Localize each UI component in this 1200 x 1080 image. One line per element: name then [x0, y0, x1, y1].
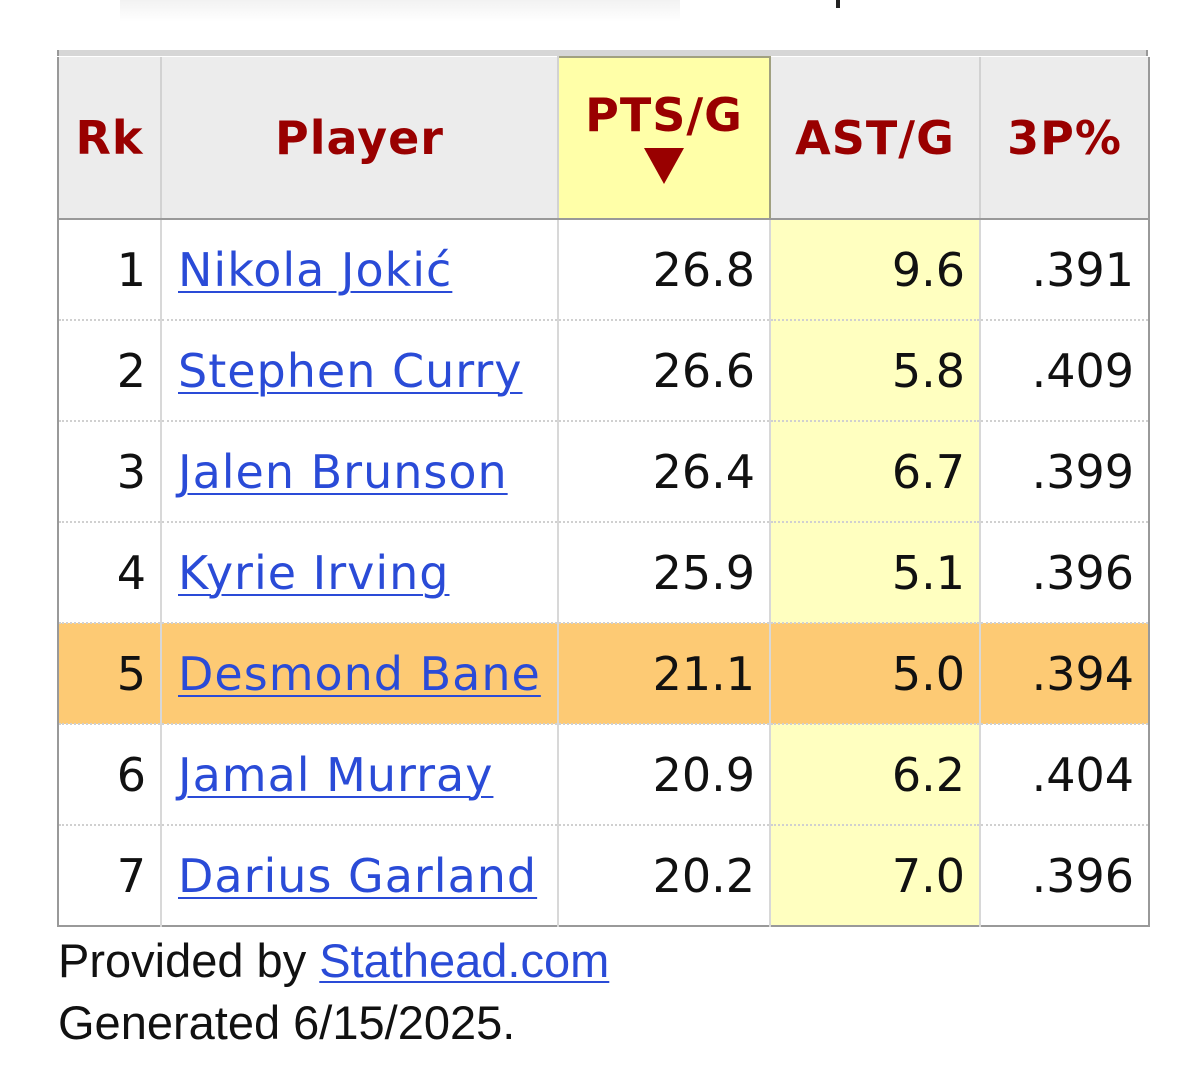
provided-by-text: Provided by	[58, 934, 320, 987]
cell-pts: 26.8	[558, 219, 771, 321]
cell-rank: 4	[58, 522, 162, 624]
cell-rank: 1	[58, 219, 162, 321]
header-pts-label: PTS/G	[585, 88, 743, 142]
stats-table-container: Rk Player PTS/G AST/G 3P% 1 Nikola Jokić…	[57, 50, 1150, 927]
cell-ast: 6.2	[770, 724, 981, 826]
table-row-5: 5 Desmond Bane 21.1 5.0 .394	[58, 623, 1149, 725]
generated-date: Generated 6/15/2025.	[58, 996, 516, 1049]
cell-three-pct: .391	[980, 219, 1149, 321]
cell-rank: 6	[58, 724, 162, 826]
cell-player: Jamal Murray	[161, 724, 559, 826]
cell-rank: 7	[58, 825, 162, 926]
cell-ast: 6.7	[770, 421, 981, 523]
header-rank-label: Rk	[75, 110, 144, 165]
cell-ast: 9.6	[770, 219, 981, 321]
cell-player: Jalen Brunson	[161, 421, 559, 523]
cell-pts: 20.2	[558, 825, 771, 926]
header-ast-label: AST/G	[795, 110, 955, 165]
provided-by-line: Provided by Stathead.com	[58, 930, 609, 992]
cell-rank: 5	[58, 623, 162, 725]
table-row-3: 3 Jalen Brunson 26.4 6.7 .399	[58, 421, 1149, 523]
player-link[interactable]: Desmond Bane	[178, 646, 541, 701]
player-link[interactable]: Jamal Murray	[178, 747, 494, 802]
cell-pts: 25.9	[558, 522, 771, 624]
cell-player: Darius Garland	[161, 825, 559, 926]
cropped-caption-area	[0, 0, 1200, 50]
table-body: 1 Nikola Jokić 26.8 9.6 .391 2 Stephen C…	[58, 219, 1149, 926]
cell-ast: 5.8	[770, 320, 981, 422]
cell-pts: 26.4	[558, 421, 771, 523]
player-link[interactable]: Jalen Brunson	[178, 444, 508, 499]
cell-pts: 26.6	[558, 320, 771, 422]
cropped-caption-glyph	[836, 0, 852, 8]
player-link[interactable]: Nikola Jokić	[178, 242, 453, 297]
table-row-2: 2 Stephen Curry 26.6 5.8 .409	[58, 320, 1149, 422]
header-pts-per-game-sorted[interactable]: PTS/G	[557, 56, 771, 220]
cell-rank: 2	[58, 320, 162, 422]
cell-pts: 21.1	[558, 623, 771, 725]
stathead-link[interactable]: Stathead.com	[319, 934, 610, 987]
header-three-point-pct[interactable]: 3P%	[980, 57, 1149, 220]
header-rank[interactable]: Rk	[58, 57, 162, 220]
cropped-caption-fragment	[120, 0, 680, 22]
cell-ast: 5.1	[770, 522, 981, 624]
table-row-6: 6 Jamal Murray 20.9 6.2 .404	[58, 724, 1149, 826]
table-header: Rk Player PTS/G AST/G 3P%	[58, 56, 1149, 220]
table-top-border	[57, 50, 1148, 56]
header-three-label: 3P%	[1007, 110, 1122, 165]
cell-three-pct: .396	[980, 522, 1149, 624]
table-row-1: 1 Nikola Jokić 26.8 9.6 .391	[58, 219, 1149, 321]
header-player[interactable]: Player	[161, 57, 559, 220]
cell-player: Kyrie Irving	[161, 522, 559, 624]
table-row-4: 4 Kyrie Irving 25.9 5.1 .396	[58, 522, 1149, 624]
cell-player: Stephen Curry	[161, 320, 559, 422]
cell-ast: 7.0	[770, 825, 981, 926]
cell-player: Nikola Jokić	[161, 219, 559, 321]
cell-three-pct: .409	[980, 320, 1149, 422]
stats-table: Rk Player PTS/G AST/G 3P% 1 Nikola Jokić…	[57, 56, 1150, 927]
cell-player: Desmond Bane	[161, 623, 559, 725]
header-player-label: Player	[275, 110, 444, 165]
player-link[interactable]: Stephen Curry	[178, 343, 523, 398]
cell-three-pct: .394	[980, 623, 1149, 725]
header-ast-per-game[interactable]: AST/G	[770, 57, 981, 220]
cell-three-pct: .396	[1031, 848, 1134, 903]
table-footer: Provided by Stathead.com Generated 6/15/…	[58, 930, 609, 1054]
header-row: Rk Player PTS/G AST/G 3P%	[58, 56, 1149, 220]
cell-three-pct: .399	[980, 421, 1149, 523]
cell-ast: 5.0	[770, 623, 981, 725]
cell-pts: 20.9	[558, 724, 771, 826]
player-link[interactable]: Darius Garland	[178, 848, 538, 903]
cell-three-pct: .404	[980, 724, 1149, 826]
cell-rank: 3	[58, 421, 162, 523]
table-row-7: 7 Darius Garland 20.2 7.0 .396	[58, 825, 1149, 926]
sort-descending-icon	[644, 148, 684, 184]
player-link[interactable]: Kyrie Irving	[178, 545, 450, 600]
